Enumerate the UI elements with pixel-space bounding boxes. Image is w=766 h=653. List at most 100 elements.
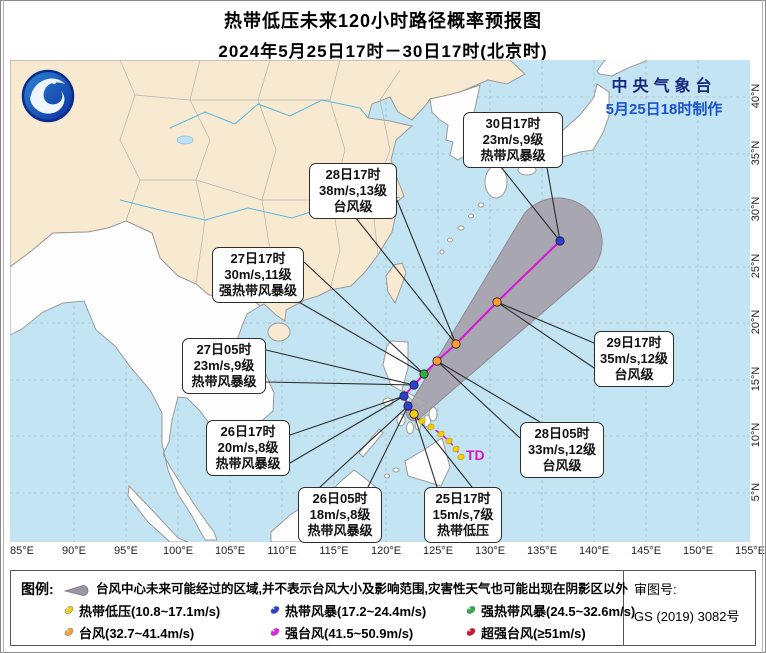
observed-point-marker bbox=[437, 430, 445, 438]
forecast-point-marker bbox=[403, 401, 413, 411]
callout-line: 热带风暴级 bbox=[215, 455, 281, 471]
callout-line: 热带风暴级 bbox=[307, 522, 373, 538]
lon-tick-label: 125°E bbox=[422, 545, 454, 557]
forecast-point-marker bbox=[492, 297, 502, 307]
callout-leader-line bbox=[413, 413, 438, 488]
forecast-point-marker bbox=[432, 356, 442, 366]
agency-block: 中央气象台 5月25日18时制作 bbox=[575, 72, 753, 119]
callout-line: 30日17时 bbox=[485, 116, 541, 131]
callout-line: 23m/s,9级 bbox=[482, 131, 544, 147]
callout-leader-line bbox=[496, 301, 595, 369]
lat-tick-label: 20°N bbox=[750, 309, 762, 335]
lon-tick-label: 95°E bbox=[114, 545, 138, 557]
legend-item: 超强台风(≥51m/s) bbox=[465, 623, 635, 642]
callout-leader-line bbox=[436, 360, 521, 439]
callout-line: 台风级 bbox=[333, 198, 373, 214]
callout-line: 15m/s,7级 bbox=[432, 506, 494, 522]
callout-leader-line bbox=[303, 261, 425, 375]
callout-line: 台风级 bbox=[542, 457, 582, 473]
cone-icon bbox=[63, 585, 89, 596]
callout-line: 热带低压 bbox=[436, 522, 489, 538]
callout-line: 27日05时 bbox=[196, 342, 252, 357]
legend-item-label: 强台风(41.5~50.9m/s) bbox=[285, 625, 414, 641]
legend-item: 强热带风暴(24.5~32.6m/s) bbox=[465, 601, 635, 620]
forecast-callout: 28日05时 33m/s,12级 台风级 bbox=[520, 422, 604, 478]
forecast-callout: 28日17时 38m/s,13级 台风级 bbox=[309, 163, 397, 219]
lat-tick-label: 5°N bbox=[750, 482, 762, 502]
forecast-point-marker bbox=[419, 369, 429, 379]
lon-tick-label: 100°E bbox=[162, 545, 194, 557]
legend-item: 强台风(41.5~50.9m/s) bbox=[269, 623, 465, 642]
intensity-marker-icon bbox=[466, 628, 476, 636]
callout-leader-line bbox=[396, 199, 457, 345]
approval-number: GS (2019) 3082号 bbox=[634, 609, 740, 624]
lon-tick-label: 115°E bbox=[319, 545, 349, 557]
forecast-point-marker bbox=[399, 391, 409, 401]
callout-line: 25日17时 bbox=[435, 491, 491, 506]
observed-point-marker bbox=[457, 453, 465, 461]
lon-tick-label: 130°E bbox=[474, 545, 506, 557]
callout-line: 20m/s,8级 bbox=[217, 439, 279, 455]
forecast-callout: 26日17时 20m/s,8级 热带风暴级 bbox=[206, 420, 290, 476]
approval-box: 审图号: GS (2019) 3082号 bbox=[623, 571, 755, 645]
qinghai-lake bbox=[176, 135, 194, 145]
legend-item-label: 热带风暴(17.2~24.4m/s) bbox=[285, 603, 427, 619]
intensity-marker-icon bbox=[270, 628, 280, 636]
legend-item: 热带风暴(17.2~24.4m/s) bbox=[269, 601, 465, 620]
forecast-point-marker bbox=[555, 236, 565, 246]
legend-label: 图例: bbox=[21, 581, 54, 597]
agency-name: 中央气象台 bbox=[611, 78, 717, 95]
approval-label: 审图号: bbox=[634, 582, 677, 597]
forecast-callout: 27日17时 30m/s,11级 强热带风暴级 bbox=[212, 247, 304, 303]
legend-item-label: 强热带风暴(24.5~32.6m/s) bbox=[481, 603, 636, 619]
agency-issue-time: 5月25日18时制作 bbox=[605, 101, 723, 118]
callout-line: 29日17时 bbox=[606, 335, 662, 350]
intensity-marker-icon bbox=[64, 628, 74, 636]
callout-leader-line bbox=[436, 360, 541, 423]
page-title: 热带低压未来120小时路径概率预报图 bbox=[223, 11, 543, 31]
legend-item-label: 热带低压(10.8~17.1m/s) bbox=[79, 603, 221, 619]
legend-item: 台风(32.7~41.4m/s) bbox=[63, 623, 269, 642]
forecast-point-marker bbox=[409, 409, 419, 419]
callout-leader-line bbox=[265, 349, 415, 386]
cma-logo bbox=[20, 68, 76, 129]
callout-leader-line bbox=[289, 395, 405, 464]
observed-point-marker bbox=[445, 437, 453, 445]
lat-tick-label: 30°N bbox=[750, 196, 762, 222]
legend-panel: 图例: 台风中心未来可能经过的区域,并不表示台风大小及影响范围,灾害性天气也可能… bbox=[10, 570, 756, 646]
callout-line: 28日17时 bbox=[325, 167, 381, 182]
forecast-callout: 27日05时 23m/s,9级 热带风暴级 bbox=[182, 338, 266, 394]
lon-tick-label: 155°E bbox=[734, 545, 766, 557]
forecast-point-marker bbox=[409, 380, 419, 390]
lon-tick-label: 85°E bbox=[10, 545, 34, 557]
callout-leader-line bbox=[351, 212, 457, 345]
forecast-callout: 29日17时 35m/s,12级 台风级 bbox=[594, 331, 674, 387]
observed-point-marker bbox=[427, 423, 435, 431]
lon-tick-label: 90°E bbox=[62, 545, 86, 557]
intensity-marker-icon bbox=[466, 606, 476, 614]
callout-leader-line bbox=[289, 395, 405, 436]
forecast-callout: 26日05时 18m/s,8级 热带风暴级 bbox=[298, 487, 382, 543]
callout-line: 18m/s,8级 bbox=[309, 506, 371, 522]
lon-tick-label: 145°E bbox=[630, 545, 662, 557]
callout-leader-line bbox=[319, 405, 409, 488]
page-subtitle: 2024年5月25日17时－30日17时(北京时) bbox=[218, 42, 548, 61]
callout-line: 台风级 bbox=[614, 366, 654, 382]
callout-leader-line bbox=[265, 381, 415, 386]
callout-leader-line bbox=[413, 413, 473, 488]
lon-tick-label: 150°E bbox=[682, 545, 714, 557]
callout-line: 30m/s,11级 bbox=[224, 266, 292, 282]
forecast-point-marker bbox=[451, 339, 461, 349]
observed-point-marker bbox=[418, 417, 426, 425]
callout-line: 26日17时 bbox=[220, 424, 276, 439]
legend-item-label: 超强台风(≥51m/s) bbox=[481, 625, 586, 641]
callout-leader-line bbox=[545, 161, 561, 242]
callout-leader-line bbox=[496, 301, 595, 344]
lon-tick-label: 105°E bbox=[214, 545, 246, 557]
callout-line: 27日17时 bbox=[230, 251, 286, 266]
callout-line: 23m/s,9级 bbox=[193, 357, 255, 373]
lon-tick-label: 140°E bbox=[578, 545, 610, 557]
forecast-map: TD bbox=[10, 60, 750, 542]
forecast-callout: 30日17时 23m/s,9级 热带风暴级 bbox=[463, 112, 563, 168]
lon-tick-label: 120°E bbox=[370, 545, 402, 557]
